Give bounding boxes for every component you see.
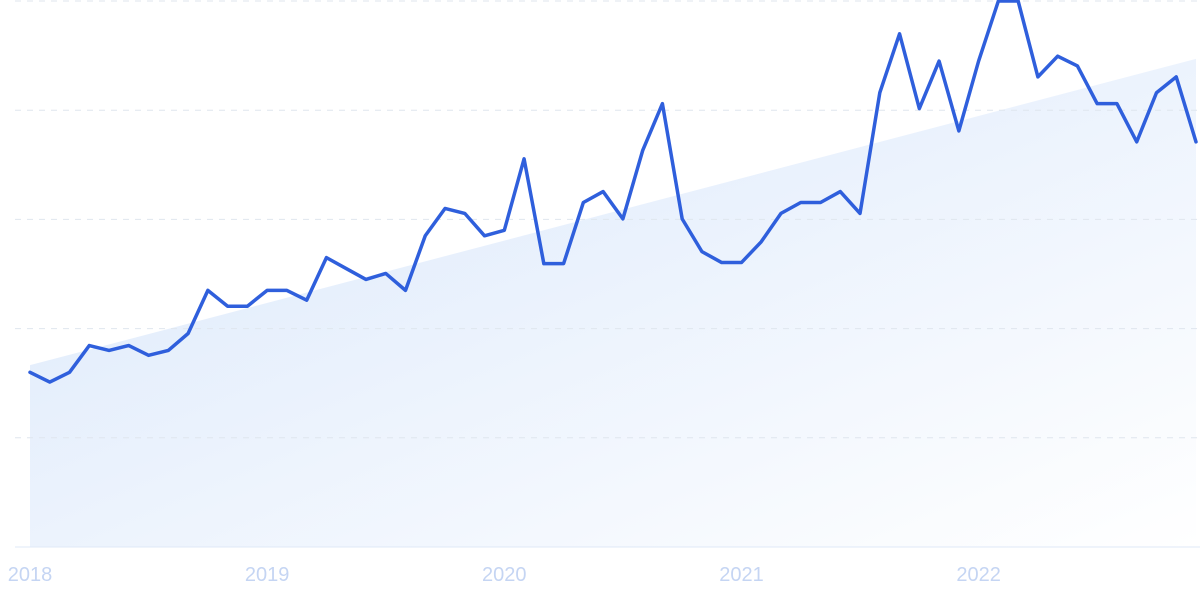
trend-area — [30, 58, 1196, 547]
x-tick-label: 2022 — [956, 564, 1001, 586]
data-line — [28, 0, 1198, 384]
x-tick-label: 2021 — [719, 564, 764, 586]
x-tick-label: 2019 — [245, 564, 290, 586]
x-tick-label: 2020 — [482, 564, 527, 586]
x-tick-label: 2018 — [8, 564, 53, 586]
